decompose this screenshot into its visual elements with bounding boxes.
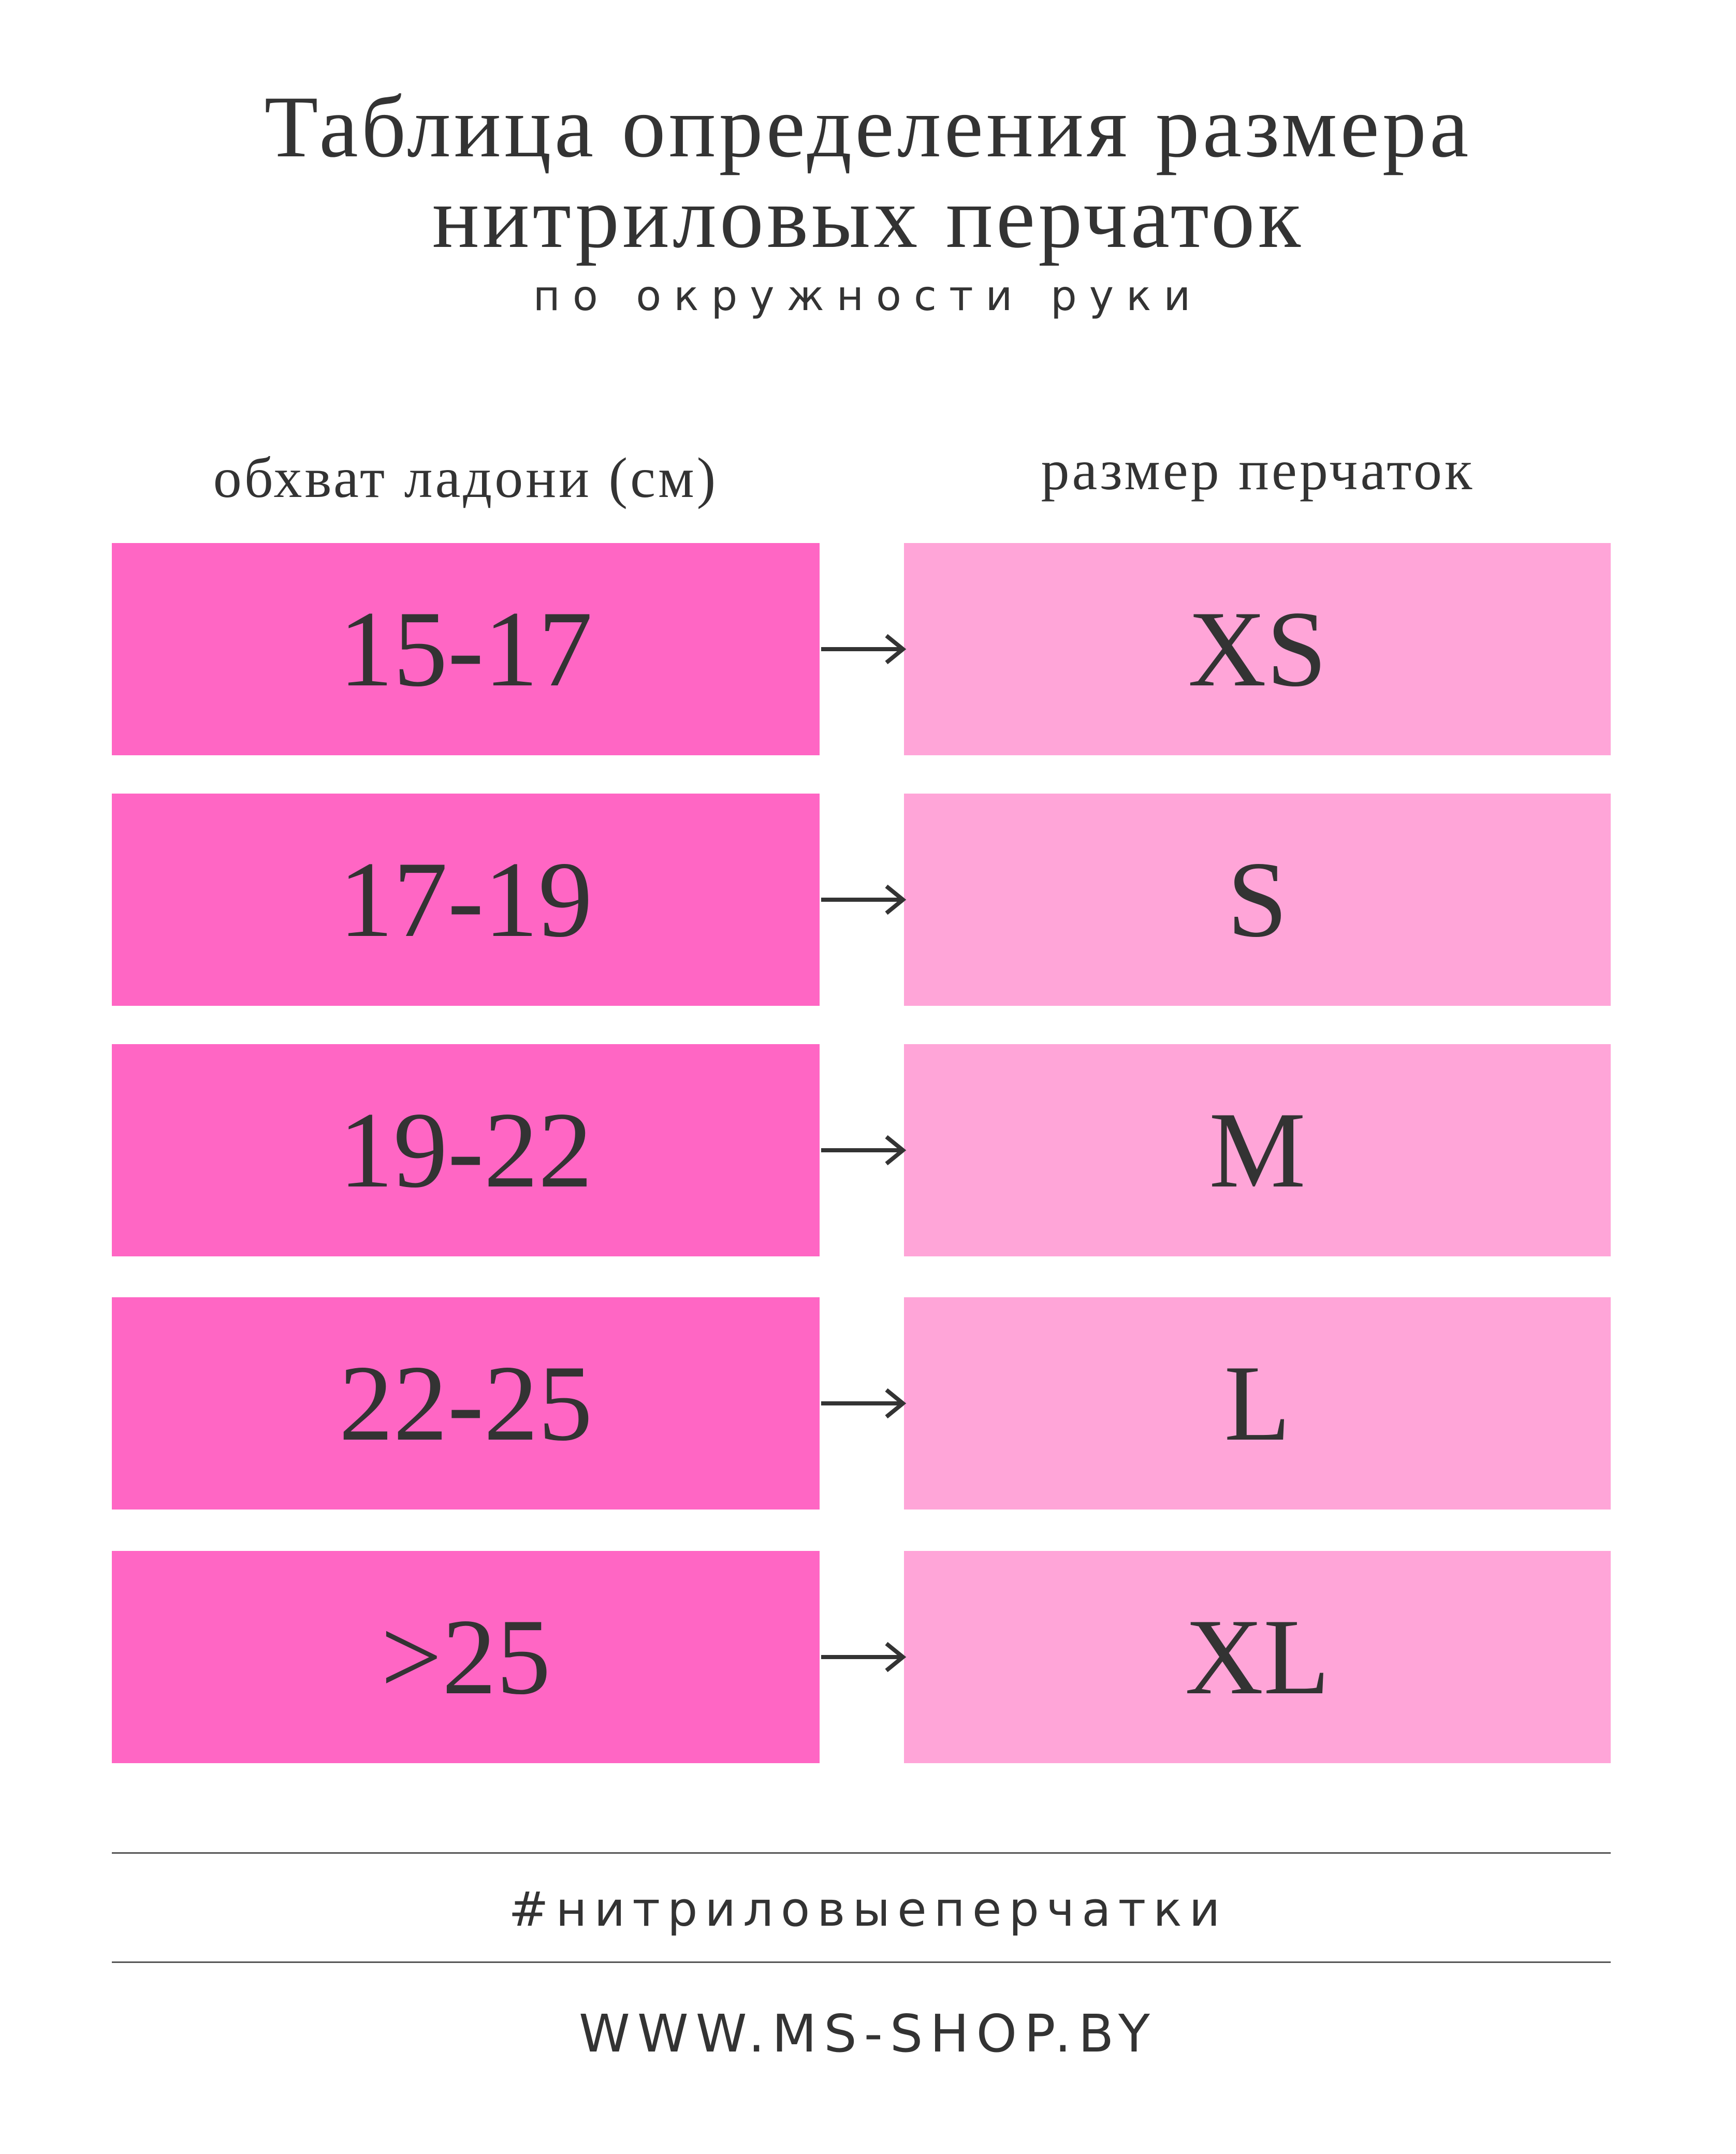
website: WWW.MS-SHOP.BY: [579, 2003, 1157, 2064]
range-cell: 19-22: [112, 1044, 820, 1256]
arrow: [821, 634, 907, 665]
column-header: обхват ладони (см): [213, 446, 719, 509]
subtitle: по окружности руки: [533, 272, 1203, 320]
range-cell: 17-19: [112, 794, 820, 1006]
arrow: [821, 1388, 907, 1419]
size-cell: L: [904, 1297, 1611, 1510]
range-cell: 22-25: [112, 1297, 820, 1510]
arrow: [821, 1135, 907, 1166]
title-line: нитриловых перчаток: [432, 169, 1304, 266]
column-header: размер перчаток: [1041, 438, 1475, 502]
range-cell: 15-17: [112, 543, 820, 755]
divider: [112, 1852, 1611, 1854]
range-cell: >25: [112, 1551, 820, 1763]
title-line: Таблица определения размера: [264, 78, 1472, 175]
hashtag: #нитриловыеперчатки: [508, 1882, 1228, 1937]
size-cell: M: [904, 1044, 1611, 1256]
arrow: [821, 884, 907, 915]
size-cell: S: [904, 794, 1611, 1006]
divider: [112, 1961, 1611, 1963]
arrow: [821, 1642, 907, 1673]
size-cell: XL: [904, 1551, 1611, 1763]
size-cell: XS: [904, 543, 1611, 755]
